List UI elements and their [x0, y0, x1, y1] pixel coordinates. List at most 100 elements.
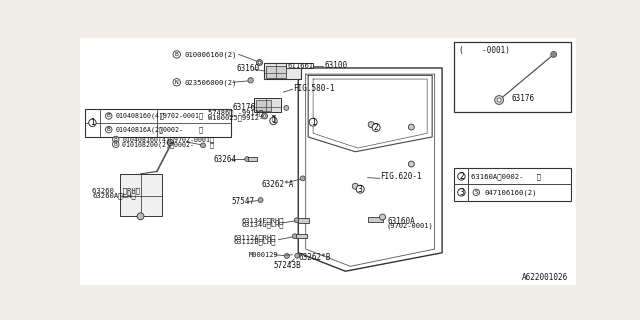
Bar — [266, 66, 286, 78]
Text: 63264: 63264 — [214, 155, 237, 164]
Ellipse shape — [495, 96, 504, 104]
Text: 〈9702-0001〉: 〈9702-0001〉 — [159, 113, 204, 119]
Ellipse shape — [263, 115, 266, 117]
Text: 63260  〈RH〉: 63260 〈RH〉 — [92, 188, 141, 194]
Ellipse shape — [137, 213, 144, 220]
Text: 63262*A: 63262*A — [261, 180, 293, 189]
Text: 63112B〈LH〉: 63112B〈LH〉 — [234, 239, 276, 245]
Ellipse shape — [262, 113, 268, 119]
Text: B: B — [107, 114, 111, 118]
Text: B: B — [114, 137, 118, 142]
Ellipse shape — [356, 185, 364, 193]
Bar — [454, 168, 571, 201]
Text: 63112A〈RH〉: 63112A〈RH〉 — [234, 234, 276, 241]
Ellipse shape — [89, 119, 96, 126]
Bar — [120, 174, 162, 216]
Text: 1: 1 — [90, 118, 95, 127]
Ellipse shape — [284, 105, 289, 110]
Ellipse shape — [113, 136, 119, 143]
Ellipse shape — [173, 51, 180, 58]
Text: B: B — [175, 52, 179, 57]
Ellipse shape — [497, 98, 501, 102]
Text: 1: 1 — [311, 118, 316, 127]
Text: 63260A〈LH〉: 63260A〈LH〉 — [92, 192, 136, 199]
Ellipse shape — [269, 117, 277, 124]
Ellipse shape — [248, 77, 253, 83]
Ellipse shape — [352, 183, 358, 189]
Ellipse shape — [295, 253, 300, 258]
Text: 57486〈 -9911〉: 57486〈 -9911〉 — [208, 109, 263, 116]
Ellipse shape — [106, 113, 112, 119]
Text: 010408160(4)〈9702-0001〉: 010408160(4)〈9702-0001〉 — [122, 136, 214, 143]
Ellipse shape — [284, 253, 289, 259]
Text: 3: 3 — [459, 188, 464, 197]
Bar — [367, 217, 383, 222]
Text: 01040816A(2): 01040816A(2) — [116, 126, 164, 133]
Text: 63100: 63100 — [324, 61, 347, 70]
Ellipse shape — [294, 218, 300, 223]
Ellipse shape — [167, 139, 173, 146]
Text: 63262*B: 63262*B — [298, 253, 331, 262]
Text: (    -0001): ( -0001) — [460, 46, 510, 55]
Text: 〈0002-    〉: 〈0002- 〉 — [159, 126, 204, 133]
Text: 61166I: 61166I — [287, 63, 314, 69]
Ellipse shape — [473, 189, 479, 196]
Ellipse shape — [244, 157, 250, 162]
Text: 63176: 63176 — [233, 103, 256, 112]
Bar — [253, 98, 281, 112]
Ellipse shape — [292, 234, 297, 239]
Text: W100025〈9912-  〉: W100025〈9912- 〉 — [208, 114, 276, 121]
Text: 63134G〈LH〉: 63134G〈LH〉 — [241, 221, 284, 228]
Text: FIG.580-1: FIG.580-1 — [293, 84, 335, 93]
Ellipse shape — [458, 189, 465, 196]
Text: 1: 1 — [271, 116, 276, 125]
Text: 047106160(2): 047106160(2) — [484, 189, 537, 196]
Text: 63160A: 63160A — [388, 217, 415, 226]
Ellipse shape — [258, 197, 263, 203]
Text: 63160A〈0002-   〉: 63160A〈0002- 〉 — [471, 173, 541, 180]
Bar — [248, 157, 257, 161]
Text: S: S — [474, 190, 478, 195]
Ellipse shape — [368, 122, 374, 128]
Text: 63134F〈RH〉: 63134F〈RH〉 — [241, 217, 284, 224]
Text: 57243B: 57243B — [273, 261, 301, 270]
Ellipse shape — [257, 60, 262, 66]
Ellipse shape — [408, 124, 414, 130]
Text: 2: 2 — [374, 123, 378, 132]
Text: 010108200(2)〈0002-    〉: 010108200(2)〈0002- 〉 — [122, 141, 214, 148]
Bar — [264, 63, 301, 79]
Ellipse shape — [169, 141, 172, 144]
Text: A622001026: A622001026 — [522, 273, 568, 282]
Text: 010408160(4): 010408160(4) — [116, 113, 164, 119]
Text: 010006160(2): 010006160(2) — [184, 51, 237, 58]
Ellipse shape — [408, 161, 414, 167]
Ellipse shape — [300, 176, 305, 181]
Text: 3: 3 — [358, 185, 363, 194]
Bar — [454, 42, 571, 112]
Ellipse shape — [258, 61, 261, 64]
Ellipse shape — [113, 141, 119, 148]
Ellipse shape — [200, 143, 205, 148]
Bar — [256, 100, 271, 111]
Text: (9702-0001): (9702-0001) — [387, 222, 433, 229]
Ellipse shape — [380, 214, 385, 220]
Text: 57547: 57547 — [231, 197, 255, 206]
Text: M000129: M000129 — [249, 252, 278, 258]
Text: B: B — [107, 127, 111, 132]
Ellipse shape — [309, 118, 317, 126]
Text: FIG.620-1: FIG.620-1 — [380, 172, 422, 181]
Bar — [296, 234, 307, 238]
Text: N: N — [175, 80, 179, 85]
Ellipse shape — [550, 52, 557, 57]
Ellipse shape — [106, 126, 112, 133]
Bar — [298, 218, 309, 223]
Ellipse shape — [372, 124, 380, 132]
Text: 2: 2 — [459, 172, 464, 181]
Text: 023506000(2): 023506000(2) — [184, 79, 237, 85]
Text: 63160: 63160 — [236, 64, 259, 74]
Text: 63176: 63176 — [511, 94, 534, 103]
Text: B: B — [114, 142, 118, 147]
Bar — [85, 108, 231, 137]
Ellipse shape — [173, 79, 180, 86]
Bar — [286, 63, 313, 68]
